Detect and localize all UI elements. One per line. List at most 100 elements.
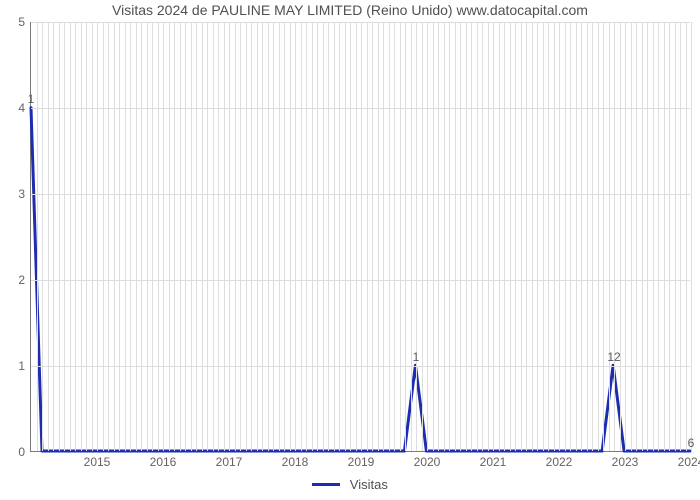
gridline-v — [499, 22, 500, 451]
value-label: 6 — [688, 436, 695, 450]
gridline-v — [268, 22, 269, 451]
gridline-v — [372, 22, 373, 451]
gridline-v — [158, 22, 159, 451]
gridline-v — [675, 22, 676, 451]
x-tick-label: 2022 — [546, 451, 573, 469]
gridline-v — [367, 22, 368, 451]
gridline-v — [444, 22, 445, 451]
value-label: 1 — [413, 350, 420, 364]
gridline-v — [295, 22, 296, 451]
gridline-v — [653, 22, 654, 451]
gridline-v — [290, 22, 291, 451]
gridline-v — [125, 22, 126, 451]
gridline-v — [680, 22, 681, 451]
y-tick-label: 2 — [18, 273, 31, 287]
gridline-v — [262, 22, 263, 451]
gridline-v — [213, 22, 214, 451]
gridline-v — [92, 22, 93, 451]
gridline-v — [669, 22, 670, 451]
gridline-v — [152, 22, 153, 451]
x-tick-label: 2015 — [84, 451, 111, 469]
gridline-v — [416, 22, 417, 451]
gridline-v — [114, 22, 115, 451]
gridline-v — [510, 22, 511, 451]
gridline-v — [383, 22, 384, 451]
gridline-v — [163, 22, 164, 451]
gridline-v — [273, 22, 274, 451]
x-tick-label: 2024 — [678, 451, 700, 469]
gridline-v — [202, 22, 203, 451]
gridline-v — [664, 22, 665, 451]
gridline-v — [548, 22, 549, 451]
x-tick-label: 2023 — [612, 451, 639, 469]
gridline-v — [691, 22, 692, 451]
gridline-v — [482, 22, 483, 451]
gridline-v — [521, 22, 522, 451]
gridline-v — [614, 22, 615, 451]
gridline-v — [565, 22, 566, 451]
gridline-v — [279, 22, 280, 451]
gridline-v — [141, 22, 142, 451]
gridline-v — [240, 22, 241, 451]
x-tick-label: 2019 — [348, 451, 375, 469]
gridline-v — [196, 22, 197, 451]
gridline-v — [224, 22, 225, 451]
gridline-v — [620, 22, 621, 451]
gridline-v — [64, 22, 65, 451]
gridline-v — [526, 22, 527, 451]
gridline-v — [405, 22, 406, 451]
chart-title: Visitas 2024 de PAULINE MAY LIMITED (Rei… — [0, 2, 700, 18]
gridline-v — [284, 22, 285, 451]
gridline-v — [350, 22, 351, 451]
gridline-v — [647, 22, 648, 451]
gridline-v — [532, 22, 533, 451]
gridline-v — [229, 22, 230, 451]
gridline-v — [306, 22, 307, 451]
gridline-v — [130, 22, 131, 451]
gridline-v — [455, 22, 456, 451]
gridline-v — [411, 22, 412, 451]
gridline-v — [658, 22, 659, 451]
gridline-v — [625, 22, 626, 451]
x-tick-label: 2017 — [216, 451, 243, 469]
gridline-v — [147, 22, 148, 451]
x-tick-label: 2021 — [480, 451, 507, 469]
gridline-v — [185, 22, 186, 451]
x-tick-label: 2020 — [414, 451, 441, 469]
chart-container: { "chart": { "type": "line", "title": "V… — [0, 0, 700, 500]
gridline-v — [361, 22, 362, 451]
y-tick-label: 5 — [18, 15, 31, 29]
gridline-v — [598, 22, 599, 451]
gridline-v — [504, 22, 505, 451]
value-label: 12 — [607, 350, 620, 364]
gridline-v — [48, 22, 49, 451]
gridline-v — [323, 22, 324, 451]
gridline-v — [400, 22, 401, 451]
gridline-v — [59, 22, 60, 451]
gridline-v — [394, 22, 395, 451]
gridline-v — [317, 22, 318, 451]
gridline-v — [609, 22, 610, 451]
gridline-v — [251, 22, 252, 451]
gridline-v — [493, 22, 494, 451]
gridline-v — [603, 22, 604, 451]
gridline-v — [642, 22, 643, 451]
gridline-v — [53, 22, 54, 451]
gridline-v — [257, 22, 258, 451]
gridline-v — [570, 22, 571, 451]
chart-legend: Visitas — [0, 476, 700, 492]
gridline-v — [328, 22, 329, 451]
y-tick-label: 1 — [18, 359, 31, 373]
gridline-v — [218, 22, 219, 451]
gridline-v — [246, 22, 247, 451]
gridline-v — [636, 22, 637, 451]
gridline-v — [559, 22, 560, 451]
gridline-v — [301, 22, 302, 451]
gridline-v — [180, 22, 181, 451]
gridline-v — [207, 22, 208, 451]
gridline-v — [81, 22, 82, 451]
gridline-v — [169, 22, 170, 451]
gridline-v — [312, 22, 313, 451]
gridline-v — [339, 22, 340, 451]
gridline-v — [103, 22, 104, 451]
